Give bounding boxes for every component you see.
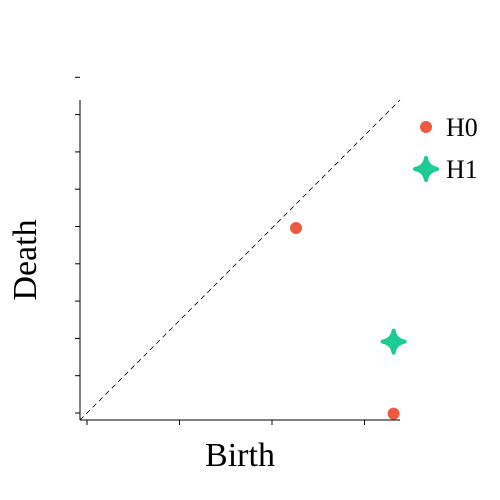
point-h0	[290, 222, 302, 234]
point-h1	[380, 328, 407, 355]
y-axis-label: Death	[7, 219, 44, 300]
legend-marker-h1	[413, 156, 439, 182]
legend-label-h0: H0	[446, 113, 478, 142]
diagonal-line	[79, 99, 401, 421]
axes-layer	[75, 76, 401, 425]
legend-marker-h0	[420, 121, 432, 133]
legend-label-h1: H1	[446, 155, 478, 184]
x-axis-label: Birth	[205, 437, 275, 474]
point-h0	[387, 407, 400, 420]
points-layer	[290, 222, 407, 420]
